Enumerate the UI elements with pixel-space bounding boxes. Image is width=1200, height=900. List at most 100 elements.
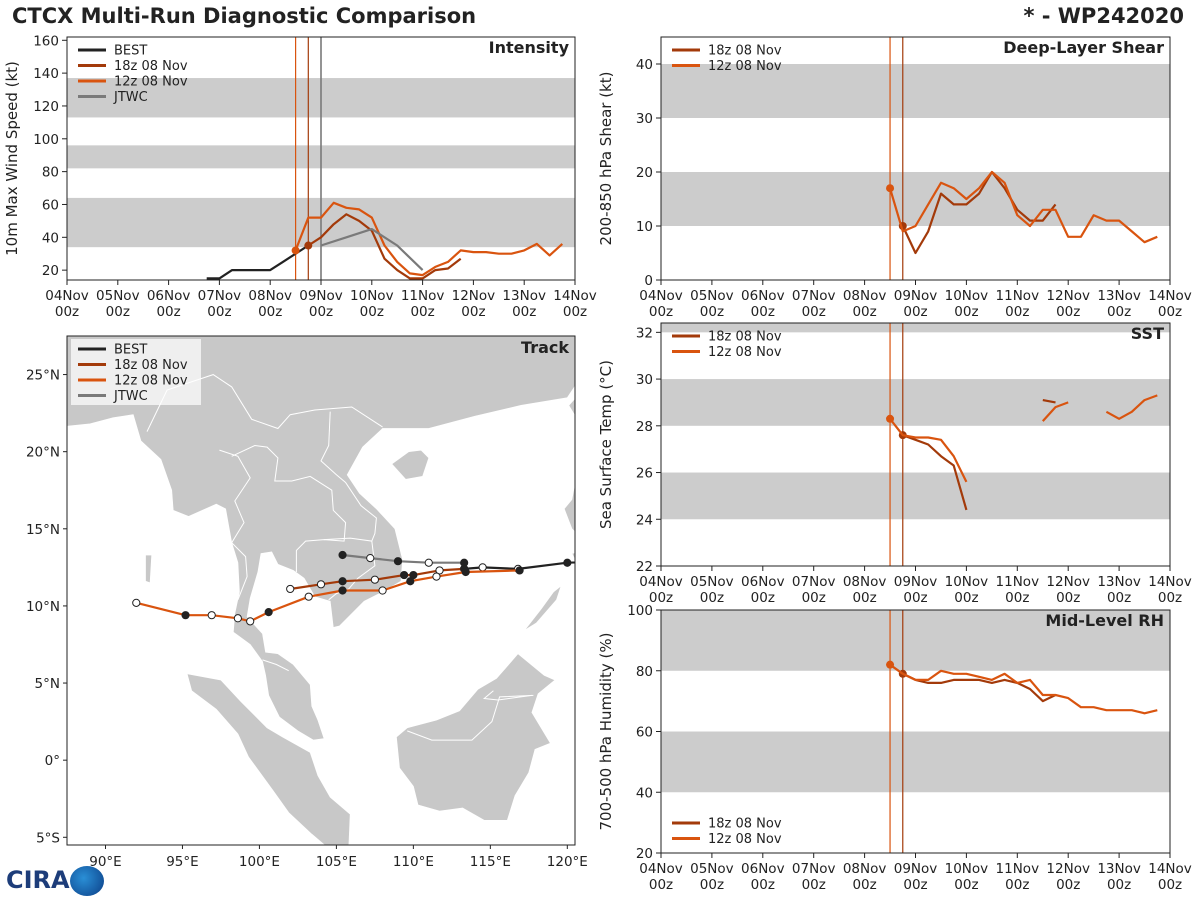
shear-xtick-label-9: 13Nov (1097, 288, 1141, 304)
rh-band-1 (661, 610, 1170, 671)
intensity-xtick-sublabel-8: 00z (461, 304, 485, 320)
rh-xtick-sublabel-9: 00z (1107, 877, 1131, 893)
track-series-1-point-7 (286, 584, 295, 594)
sst-series-0-line-1 (1042, 399, 1056, 404)
sst-ytick-label-0: 22 (636, 559, 653, 575)
intensity-xtick-sublabel-5: 00z (309, 304, 333, 320)
track-lon-label-5: 115°E (470, 854, 511, 870)
sst-series-1-line-2 (1105, 394, 1158, 420)
shear-xtick-sublabel-6: 00z (954, 304, 978, 320)
sst-band-2 (661, 323, 1170, 333)
intensity-xtick-sublabel-9: 00z (512, 304, 536, 320)
sst-series-1-start-point (886, 414, 895, 423)
shear-xtick-sublabel-10: 00z (1158, 304, 1182, 320)
track-series-2-point-12 (132, 598, 141, 607)
track-series-0-point-1 (563, 558, 572, 567)
rh-xtick-label-9: 13Nov (1097, 861, 1141, 877)
track-lon-label-0: 90°E (89, 854, 121, 870)
luzon (563, 480, 575, 533)
intensity-panel: 2040608010012014016004Nov00z05Nov00z06No… (3, 33, 597, 320)
intensity-series-0-line-0 (206, 244, 309, 280)
sst-xtick-label-2: 06Nov (741, 574, 785, 590)
track-series-2-point-7 (264, 607, 273, 617)
shear-xtick-label-7: 11Nov (996, 288, 1040, 304)
mindoro (571, 552, 575, 561)
shear-xtick-label-6: 10Nov (945, 288, 989, 304)
track-lat-label-6: 5°S (36, 830, 60, 846)
shear-ytick-label-2: 20 (636, 165, 653, 181)
intensity-series-2-line-0 (294, 201, 564, 277)
globe-icon (70, 866, 104, 896)
track-lon-label-4: 110°E (393, 854, 434, 870)
sst-xtick-sublabel-0: 00z (649, 590, 673, 606)
palawan (523, 584, 562, 631)
intensity-ytick-label-7: 160 (33, 33, 59, 49)
track-series-2-point-0 (515, 566, 524, 575)
rh-legend-label-1: 12z 08 Nov (708, 832, 782, 847)
shear-xtick-label-10: 14Nov (1148, 288, 1192, 304)
shear-xtick-label-2: 06Nov (741, 288, 785, 304)
sst-ytick-label-2: 26 (636, 466, 653, 482)
track-series-1-point-3 (400, 570, 409, 580)
track-lon-label-2: 100°E (239, 854, 280, 870)
rh-xtick-label-0: 04Nov (639, 861, 683, 877)
shear-xtick-sublabel-2: 00z (751, 304, 775, 320)
sst-series-1-line-0 (889, 418, 968, 483)
shear-panel: 01020304004Nov00z05Nov00z06Nov00z07Nov00… (597, 36, 1192, 320)
track-legend-label-2: 12z 08 Nov (114, 374, 188, 389)
sst-series-0-line-0 (902, 434, 968, 511)
sst-series-1-line-1 (1041, 401, 1069, 422)
track-series-2-point-10 (207, 611, 216, 620)
track-lat-label-4: 5°N (35, 676, 60, 692)
sst-xtick-label-0: 04Nov (639, 574, 683, 590)
sst-ytick-label-5: 32 (636, 325, 653, 341)
intensity-ytick-label-5: 120 (33, 99, 59, 115)
shear-ytick-label-4: 40 (636, 57, 653, 73)
intensity-xtick-sublabel-2: 00z (156, 304, 180, 320)
track-lon-label-6: 120°E (547, 854, 588, 870)
track-series-2-point-8 (246, 617, 255, 626)
rh-ytick-label-2: 60 (636, 725, 653, 741)
track-panel: 90°E 95°E 100°E 105°E 110°E 115°E 120°E 25°N 20°… (26, 335, 588, 870)
shear-series-1-line-0 (888, 170, 1158, 244)
track-lon-label-1: 95°E (166, 854, 198, 870)
intensity-xtick-sublabel-4: 00z (258, 304, 282, 320)
rh-ytick-label-0: 20 (636, 846, 653, 862)
rh-xtick-label-5: 09Nov (894, 861, 938, 877)
border-5 (262, 659, 289, 672)
track-lat-label-2: 15°N (26, 522, 60, 538)
rh-panel: 2040608010004Nov00z05Nov00z06Nov00z07Nov… (597, 603, 1192, 893)
sst-xtick-sublabel-9: 00z (1107, 590, 1131, 606)
shear-xtick-sublabel-4: 00z (852, 304, 876, 320)
intensity-xtick-label-4: 08Nov (248, 288, 292, 304)
rh-xtick-label-2: 06Nov (741, 861, 785, 877)
intensity-xtick-sublabel-10: 00z (563, 304, 587, 320)
track-legend-label-1: 18z 08 Nov (114, 358, 188, 373)
sst-band-0 (661, 472, 1170, 520)
rh-legend-label-0: 18z 08 Nov (708, 817, 782, 832)
shear-title: Deep-Layer Shear (1003, 38, 1164, 57)
andaman-islands (145, 554, 153, 584)
sst-xtick-sublabel-8: 00z (1056, 590, 1080, 606)
sst-legend-label-1: 12z 08 Nov (708, 345, 782, 360)
sst-xtick-label-4: 08Nov (843, 574, 887, 590)
shear-xtick-sublabel-1: 00z (700, 304, 724, 320)
sst-xtick-label-10: 14Nov (1148, 574, 1192, 590)
sumatra (186, 673, 351, 845)
intensity-xtick-label-10: 14Nov (553, 288, 597, 304)
track-lat-label-3: 10°N (26, 599, 60, 615)
border-3 (320, 411, 377, 542)
track-title: Track (521, 338, 569, 357)
intensity-xtick-sublabel-0: 00z (55, 304, 79, 320)
shear-band-0 (661, 172, 1170, 226)
border-6 (482, 690, 532, 701)
rh-series-1-start-point (886, 660, 895, 669)
shear-band-1 (661, 64, 1170, 118)
cira-logo: CIRA (6, 866, 70, 894)
rh-xtick-label-8: 12Nov (1046, 861, 1090, 877)
sst-xtick-sublabel-2: 00z (751, 590, 775, 606)
shear-xtick-sublabel-3: 00z (802, 304, 826, 320)
track-legend-label-0: BEST (114, 343, 147, 358)
track-lon-label-3: 105°E (316, 854, 357, 870)
track-series-2-point-4 (378, 586, 387, 595)
